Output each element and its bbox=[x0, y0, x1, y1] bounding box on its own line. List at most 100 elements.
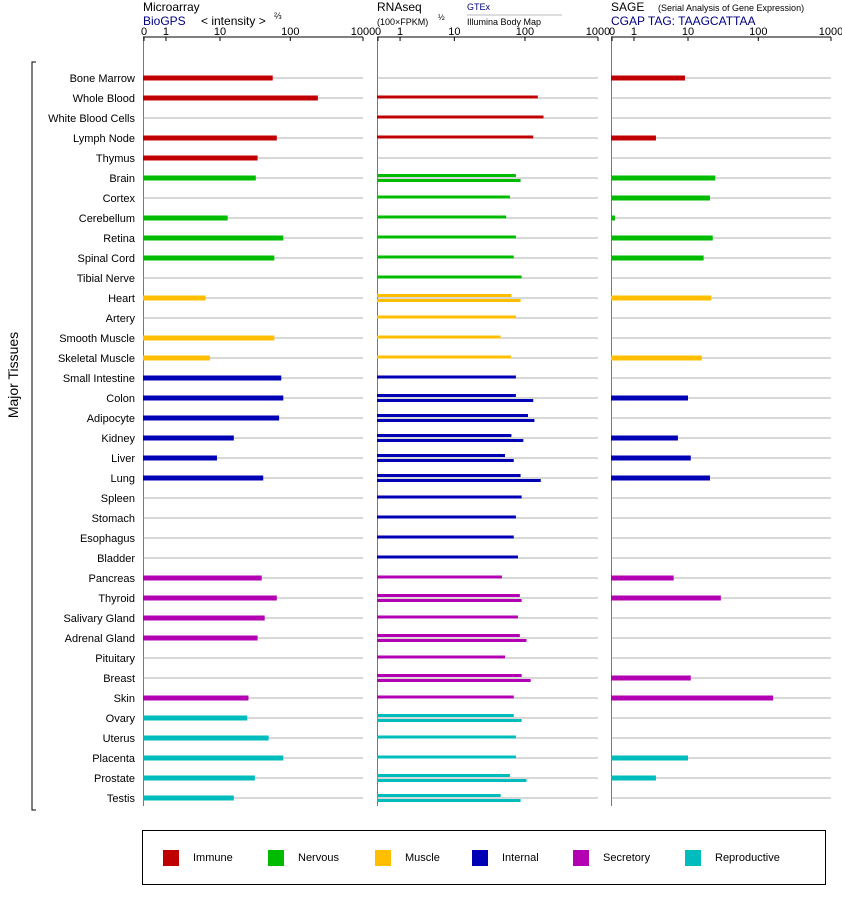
sage-bar bbox=[611, 695, 774, 701]
tissue-label: Whole Blood bbox=[73, 93, 135, 105]
rnaseq-exponent: ½ bbox=[438, 13, 445, 22]
tissue-label: White Blood Cells bbox=[48, 113, 135, 125]
legend-swatch bbox=[163, 850, 179, 866]
sage-tick-label: 100 bbox=[749, 26, 767, 38]
legend-item-immune: Immune bbox=[163, 850, 233, 866]
sage-bar bbox=[611, 755, 689, 761]
microarray-bar bbox=[143, 375, 282, 381]
legend-item-internal: Internal bbox=[472, 850, 539, 866]
sage-bar bbox=[611, 355, 702, 361]
rnaseq-gtex-bar bbox=[377, 414, 528, 417]
tissue-label: Pituitary bbox=[95, 653, 135, 665]
tissue-label: Spleen bbox=[101, 493, 135, 505]
tissue-label: Brain bbox=[109, 173, 135, 185]
microarray-bar bbox=[143, 695, 249, 701]
rnaseq-gtex-bar bbox=[377, 335, 501, 339]
rnaseq-gtex-bar bbox=[377, 135, 534, 139]
microarray-bar bbox=[143, 395, 284, 401]
rnaseq-ibm-bar bbox=[377, 719, 522, 722]
tissue-label: Skin bbox=[114, 693, 135, 705]
tissue-label: Cerebellum bbox=[79, 213, 135, 225]
rnaseq-gtex-bar bbox=[377, 594, 520, 597]
microarray-bar bbox=[143, 455, 217, 461]
sage-bar bbox=[611, 295, 712, 301]
rnaseq-tick-label: 1000 bbox=[586, 26, 610, 38]
tissue-label: Skeletal Muscle bbox=[58, 353, 135, 365]
sage-tag-link[interactable]: CGAP TAG: TAAGCATTAA bbox=[611, 14, 755, 28]
legend-label: Secretory bbox=[603, 852, 651, 864]
microarray-bar bbox=[143, 715, 248, 721]
microarray-bar bbox=[143, 335, 275, 341]
sage-bar bbox=[611, 595, 721, 601]
legend-swatch bbox=[472, 850, 488, 866]
sage-bar bbox=[611, 235, 713, 241]
microarray-bar bbox=[143, 295, 206, 301]
sage-bar bbox=[611, 75, 685, 81]
tissue-label: Breast bbox=[103, 673, 135, 685]
tissue-label: Retina bbox=[103, 233, 136, 245]
tissue-label: Ovary bbox=[106, 713, 136, 725]
sage-bar bbox=[611, 175, 716, 181]
sage-tick-label: 0 bbox=[609, 26, 615, 38]
rnaseq-ibm-bar bbox=[377, 599, 522, 602]
tissue-label: Salivary Gland bbox=[63, 613, 135, 625]
sage-tick-label: 1000 bbox=[819, 26, 842, 38]
legend: Immune Nervous Muscle Internal Secretory Repr… bbox=[142, 830, 826, 885]
tissue-label: Esophagus bbox=[80, 533, 136, 545]
legend-item-reproductive: Reproductive bbox=[685, 850, 780, 866]
rnaseq-gtex-bar bbox=[377, 255, 514, 259]
tissue-label: Thyroid bbox=[98, 593, 135, 605]
rnaseq-gtex-bar bbox=[377, 714, 514, 717]
legend-item-secretory: Secretory bbox=[573, 850, 650, 866]
tissue-label: Lung bbox=[111, 473, 135, 485]
legend-swatch bbox=[375, 850, 391, 866]
microarray-bar bbox=[143, 175, 256, 181]
rnaseq-gtex-bar bbox=[377, 495, 522, 499]
sage-tick-label: 1 bbox=[631, 26, 637, 38]
rnaseq-gtex-bar bbox=[377, 655, 506, 659]
rnaseq-gtex-link[interactable]: GTEx bbox=[467, 2, 491, 12]
legend-swatch bbox=[268, 850, 284, 866]
sage-tick-label: 10 bbox=[682, 26, 694, 38]
sage-bar bbox=[611, 775, 656, 781]
rnaseq-gtex-bar bbox=[377, 695, 514, 699]
tissue-label: Thymus bbox=[96, 153, 136, 165]
microarray-bar bbox=[143, 635, 258, 641]
tissue-label: Lymph Node bbox=[73, 133, 135, 145]
rnaseq-gtex-bar bbox=[377, 794, 501, 797]
tissue-label: Liver bbox=[111, 453, 135, 465]
rnaseq-ibm-bar bbox=[377, 459, 514, 462]
tissue-label: Stomach bbox=[92, 513, 135, 525]
tissue-label: Testis bbox=[107, 793, 136, 805]
rnaseq-gtex-bar bbox=[377, 394, 516, 397]
tissue-label: Kidney bbox=[101, 433, 135, 445]
rnaseq-gtex-bar bbox=[377, 235, 516, 239]
tissue-label: Bone Marrow bbox=[70, 73, 135, 85]
legend-label: Muscle bbox=[405, 852, 440, 864]
sage-bar bbox=[611, 255, 704, 261]
sage-bar bbox=[611, 435, 678, 441]
microarray-bar bbox=[143, 155, 258, 161]
microarray-bar bbox=[143, 475, 264, 481]
tissue-label: Small Intestine bbox=[63, 373, 135, 385]
rnaseq-gtex-bar bbox=[377, 195, 510, 199]
microarray-bar bbox=[143, 795, 234, 801]
rnaseq-gtex-bar bbox=[377, 634, 520, 637]
rnaseq-unit: (100×FPKM) bbox=[377, 17, 428, 27]
tissue-label: Uterus bbox=[103, 733, 136, 745]
microarray-bar bbox=[143, 755, 284, 761]
rnaseq-gtex-bar bbox=[377, 774, 510, 777]
rnaseq-gtex-bar bbox=[377, 755, 516, 759]
microarray-source-link[interactable]: BioGPS bbox=[143, 14, 186, 28]
legend-item-muscle: Muscle bbox=[375, 850, 440, 866]
rnaseq-gtex-bar bbox=[377, 555, 518, 559]
rnaseq-gtex-bar bbox=[377, 275, 522, 279]
rnaseq-gtex-bar bbox=[377, 474, 521, 477]
tissue-label: Heart bbox=[108, 293, 135, 305]
microarray-tick-label: 1 bbox=[163, 26, 169, 38]
microarray-tick-label: 1000 bbox=[351, 26, 375, 38]
microarray-bar bbox=[143, 215, 228, 221]
rnaseq-ibm-bar bbox=[377, 479, 541, 482]
legend-label: Reproductive bbox=[715, 852, 780, 864]
